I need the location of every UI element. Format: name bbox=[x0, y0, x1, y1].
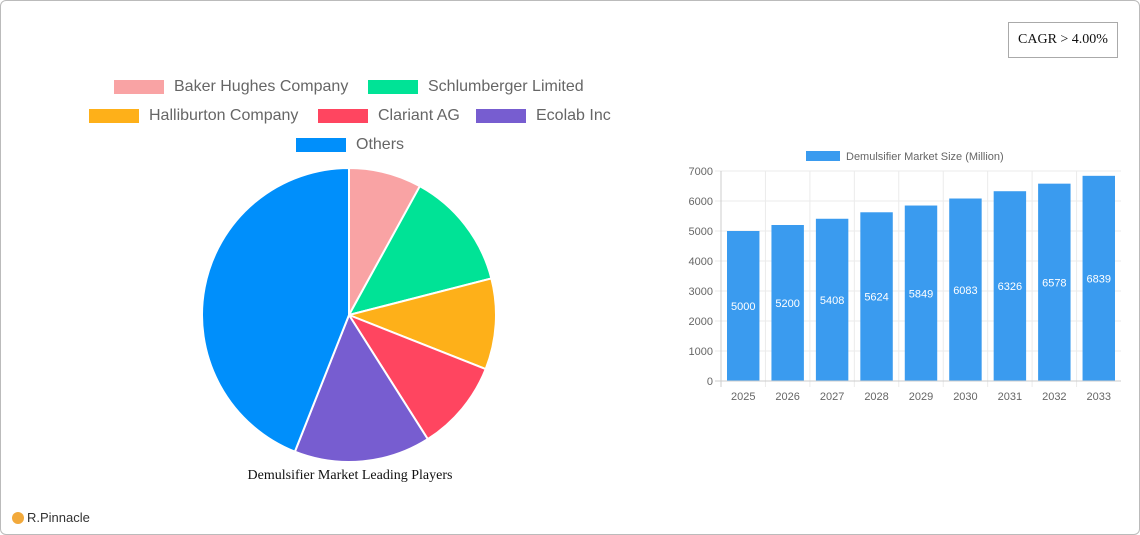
legend-item[interactable]: Clariant AG bbox=[318, 107, 460, 125]
bar-data-label: 5000 bbox=[731, 301, 755, 313]
legend-swatch bbox=[368, 80, 418, 94]
bar-data-label: 5200 bbox=[775, 298, 799, 310]
legend-label: Ecolab Inc bbox=[536, 107, 611, 124]
legend-label: Demulsifier Market Size (Million) bbox=[846, 151, 1004, 163]
bar[interactable] bbox=[815, 218, 849, 381]
x-tick-label: 2031 bbox=[998, 391, 1022, 403]
y-tick-label: 4000 bbox=[689, 256, 713, 268]
legend-swatch bbox=[318, 109, 368, 123]
logo-text: R.Pinnacle bbox=[27, 510, 90, 525]
bar-data-label: 6578 bbox=[1042, 277, 1066, 289]
legend-label: Halliburton Company bbox=[149, 107, 299, 124]
y-tick-label: 7000 bbox=[689, 166, 713, 178]
bar[interactable] bbox=[1038, 183, 1071, 381]
legend-swatch bbox=[476, 109, 526, 123]
y-tick-label: 6000 bbox=[689, 196, 713, 208]
legend-label: Others bbox=[356, 136, 405, 153]
y-tick-label: 5000 bbox=[689, 226, 713, 238]
bar[interactable] bbox=[904, 205, 938, 381]
logo-icon bbox=[12, 511, 24, 524]
legend-label: Schlumberger Limited bbox=[428, 78, 584, 95]
legend-swatch bbox=[114, 80, 164, 94]
x-tick-label: 2028 bbox=[864, 391, 888, 403]
legend-item[interactable]: Others bbox=[296, 136, 404, 154]
legend-label: Baker Hughes Company bbox=[174, 78, 349, 95]
x-tick-label: 2029 bbox=[909, 391, 933, 403]
x-tick-label: 2026 bbox=[775, 391, 799, 403]
bar[interactable] bbox=[860, 212, 893, 381]
x-tick-label: 2025 bbox=[731, 391, 755, 403]
bar-data-label: 6326 bbox=[998, 281, 1022, 293]
bar-data-label: 6839 bbox=[1087, 273, 1111, 285]
y-tick-label: 3000 bbox=[689, 286, 713, 298]
pie-chart-title: Demulsifier Market Leading Players bbox=[247, 468, 453, 483]
bar-data-label: 5408 bbox=[820, 295, 844, 307]
bar[interactable] bbox=[771, 225, 804, 381]
legend-item[interactable]: Baker Hughes Company bbox=[114, 78, 348, 96]
legend-swatch bbox=[296, 138, 346, 152]
x-tick-label: 2030 bbox=[953, 391, 977, 403]
x-tick-label: 2032 bbox=[1042, 391, 1066, 403]
legend-item[interactable]: Halliburton Company bbox=[89, 107, 298, 125]
legend-swatch bbox=[806, 151, 840, 161]
x-tick-label: 2027 bbox=[820, 391, 844, 403]
bar-data-label: 6083 bbox=[953, 285, 977, 297]
legend-swatch bbox=[89, 109, 139, 123]
cagr-badge: CAGR > 4.00% bbox=[1008, 22, 1118, 58]
x-tick-label: 2033 bbox=[1087, 391, 1111, 403]
legend-item[interactable]: Ecolab Inc bbox=[476, 107, 611, 125]
bar[interactable] bbox=[949, 198, 982, 381]
y-tick-label: 0 bbox=[707, 376, 713, 388]
y-tick-label: 1000 bbox=[689, 346, 713, 358]
y-tick-label: 2000 bbox=[689, 316, 713, 328]
bar-data-label: 5624 bbox=[864, 292, 888, 304]
bar-data-label: 5849 bbox=[909, 288, 933, 300]
bar[interactable] bbox=[727, 231, 760, 381]
brand-logo: R.Pinnacle bbox=[12, 510, 90, 525]
bar[interactable] bbox=[993, 191, 1027, 381]
bar[interactable] bbox=[1082, 175, 1115, 381]
legend-item[interactable]: Schlumberger Limited bbox=[368, 78, 584, 96]
legend-label: Clariant AG bbox=[378, 107, 460, 124]
